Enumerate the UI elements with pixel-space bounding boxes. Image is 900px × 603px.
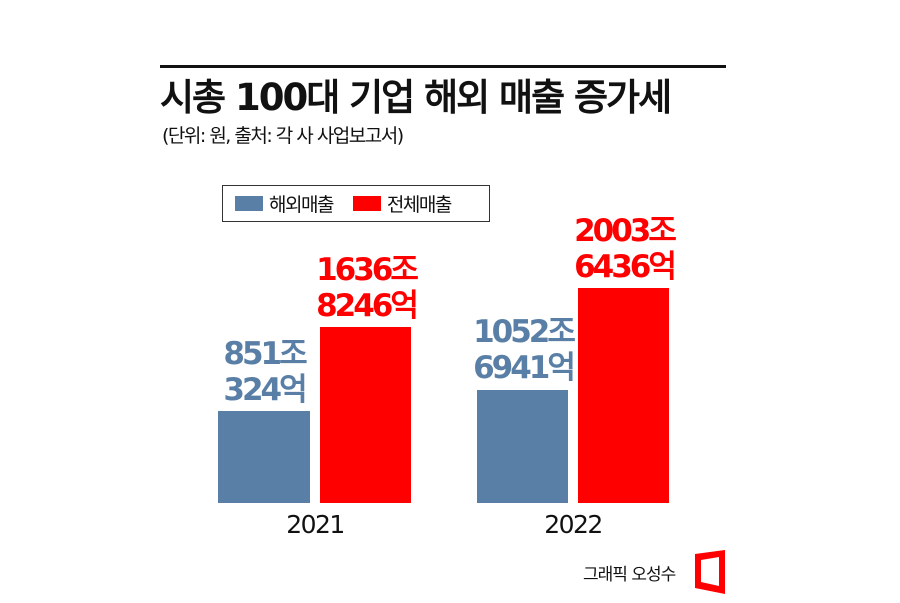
value-line-eok: 324억: [223, 372, 307, 408]
value-line-jo: 851조: [223, 336, 307, 372]
legend-label-total: 전체매출: [386, 194, 452, 216]
value-line-eok: 6941억: [473, 350, 576, 386]
x-label-2022: 2022: [544, 510, 603, 539]
value-line-jo: 1636조: [316, 252, 419, 288]
legend-label-overseas: 해외매출: [269, 194, 334, 216]
value-label-2021-overseas: 851조 324억: [212, 336, 316, 408]
x-label-2021: 2021: [286, 510, 345, 539]
value-line-jo: 2003조: [574, 213, 677, 249]
value-line-jo: 1052조: [473, 314, 576, 350]
bar-2021-overseas: [218, 411, 310, 503]
graphic-credit: 그래픽 오성수: [583, 565, 676, 585]
legend-item-overseas: 해외매출: [235, 190, 334, 217]
title-rule: [160, 65, 726, 68]
legend-item-total: 전체매출: [352, 190, 452, 217]
bar-2022-overseas: [477, 390, 568, 503]
chart-subtitle: (단위: 원, 출처: 각 사 사업보고서): [162, 125, 404, 147]
bar-2022-total: [578, 288, 669, 503]
value-label-2022-overseas: 1052조 6941억: [464, 314, 582, 386]
publisher-logo-icon: [692, 548, 728, 600]
value-label-2021-total: 1636조 8246억: [310, 252, 422, 324]
legend-swatch-overseas: [235, 196, 263, 211]
bar-2021-total: [320, 327, 411, 503]
value-line-eok: 8246억: [316, 288, 419, 324]
value-line-eok: 6436억: [574, 249, 677, 285]
chart-title: 시총 100대 기업 해외 매출 증가세: [160, 76, 672, 119]
value-label-2022-total: 2003조 6436억: [568, 213, 680, 285]
legend-swatch-total: [352, 196, 381, 211]
legend: 해외매출 전체매출: [222, 185, 490, 222]
